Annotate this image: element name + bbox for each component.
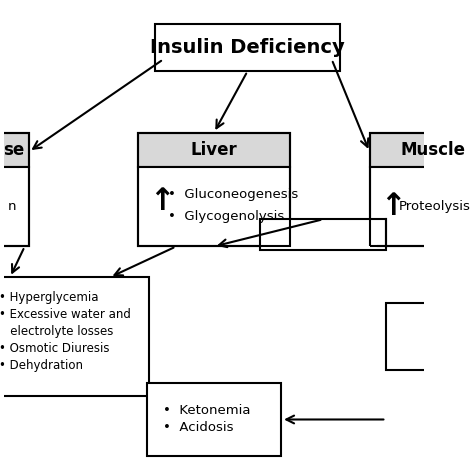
Text: ↑: ↑	[149, 187, 174, 217]
Bar	[155, 24, 340, 71]
Text: Insulin Deficiency: Insulin Deficiency	[150, 38, 345, 57]
Bar	[370, 133, 474, 167]
Bar	[138, 133, 290, 246]
Bar	[138, 133, 290, 167]
Text: Muscle: Muscle	[400, 141, 465, 159]
Text: • Hyperglycemia
• Excessive water and
   electrolyte losses
• Osmotic Diuresis
•: • Hyperglycemia • Excessive water and el…	[0, 292, 131, 372]
Text: Liver: Liver	[191, 141, 237, 159]
Bar	[146, 383, 281, 456]
Bar	[138, 167, 290, 246]
Text: Proteolysis: Proteolysis	[399, 200, 471, 213]
Text: •  Gluconeogenesis: • Gluconeogenesis	[168, 188, 298, 201]
Bar	[0, 167, 29, 246]
Bar	[386, 303, 474, 370]
Text: ↑: ↑	[380, 192, 406, 221]
Text: •  Ketonemia
•  Acidosis: • Ketonemia • Acidosis	[164, 404, 251, 435]
Text: n: n	[8, 200, 16, 213]
Text: •  Glycogenolysis: • Glycogenolysis	[168, 210, 284, 223]
Bar	[0, 277, 149, 396]
Bar	[0, 133, 29, 246]
Bar	[260, 219, 386, 250]
Bar	[370, 133, 474, 246]
Bar	[0, 133, 29, 167]
Text: se: se	[3, 141, 25, 159]
Bar	[370, 167, 474, 246]
